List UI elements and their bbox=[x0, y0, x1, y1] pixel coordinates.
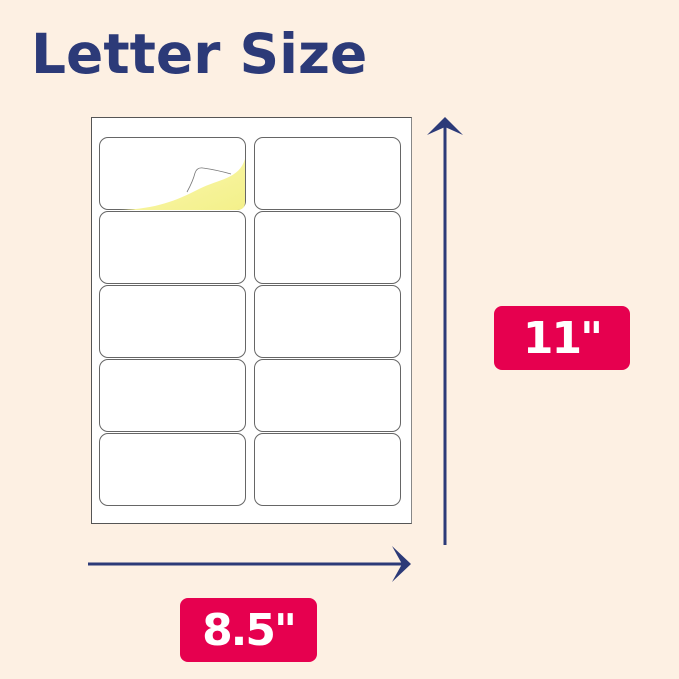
width-arrow-head bbox=[392, 546, 411, 582]
label bbox=[254, 137, 401, 210]
label bbox=[99, 359, 246, 432]
label bbox=[254, 211, 401, 284]
label bbox=[254, 285, 401, 358]
label bbox=[254, 359, 401, 432]
width-badge: 8.5" bbox=[180, 598, 317, 662]
height-arrow-head bbox=[427, 117, 463, 135]
label bbox=[254, 433, 401, 506]
page-title: Letter Size bbox=[31, 22, 368, 86]
label bbox=[99, 211, 246, 284]
peeled-label bbox=[99, 137, 246, 210]
label bbox=[99, 433, 246, 506]
height-badge: 11" bbox=[494, 306, 630, 370]
peeled-corner bbox=[119, 159, 245, 210]
label bbox=[99, 285, 246, 358]
label-sheet bbox=[91, 117, 412, 524]
